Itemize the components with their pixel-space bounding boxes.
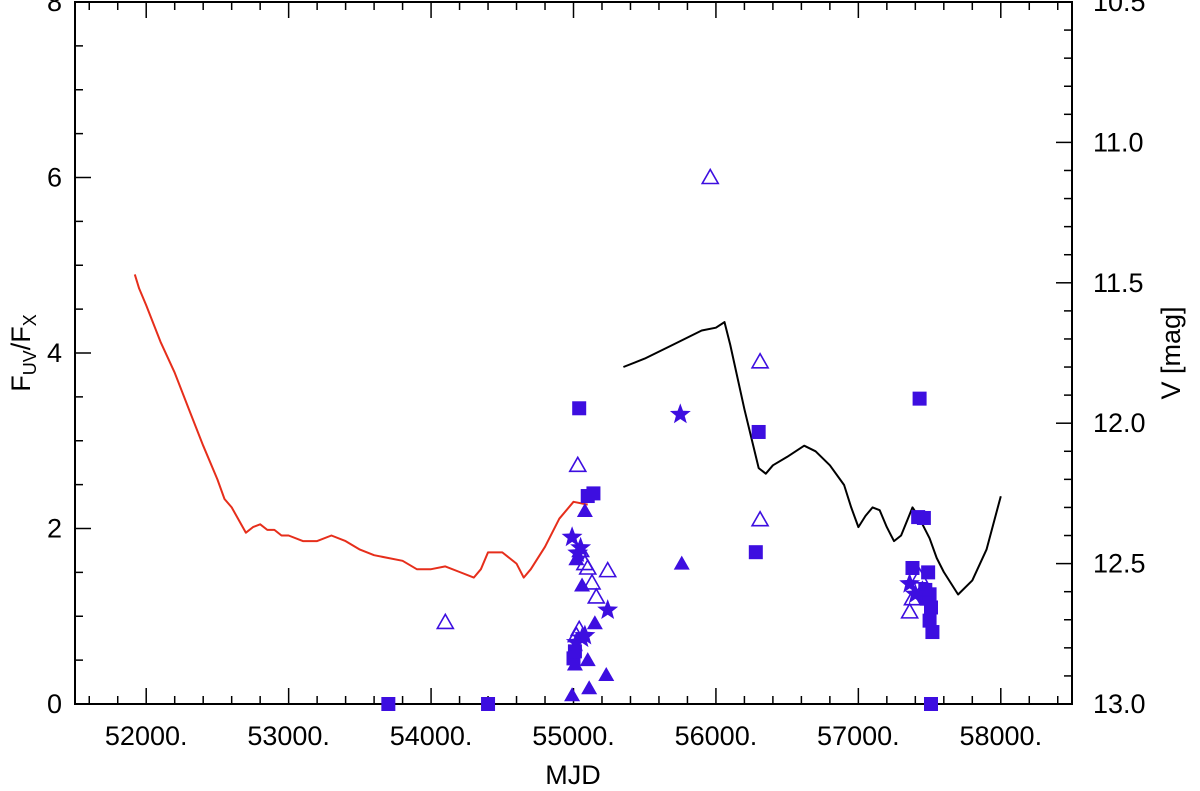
data-point-square <box>381 697 396 711</box>
data-point-triangle-filled <box>564 687 581 702</box>
x-tick-label: 58000. <box>959 721 1042 751</box>
data-point-square <box>925 625 940 640</box>
y-axis-title: FUV/FX <box>6 314 40 392</box>
v-mag-line-black <box>623 321 1002 596</box>
x-tick-label: 53000. <box>247 721 330 751</box>
y2-tick-label: 13.0 <box>1093 689 1146 719</box>
data-point-star <box>597 599 619 619</box>
y-axis-title-sub2: X <box>20 314 40 326</box>
data-point-star <box>669 403 691 424</box>
data-point-square <box>922 613 937 628</box>
data-point-square <box>921 565 936 580</box>
y2-axis-title: V [mag] <box>1156 306 1186 399</box>
chart-markers <box>381 167 940 711</box>
data-point-square <box>912 391 927 406</box>
y2-tick-label: 11.0 <box>1093 127 1144 157</box>
data-point-triangle-open <box>910 567 929 584</box>
data-point-square <box>748 545 763 560</box>
y-axis-title-sub1: UV <box>20 350 40 375</box>
y2-tick-label: 12.0 <box>1093 408 1146 438</box>
data-point-triangle-open <box>700 167 720 185</box>
data-point-star <box>904 583 926 604</box>
data-point-star <box>574 624 596 645</box>
data-point-triangle-filled <box>598 667 615 682</box>
data-point-triangle-open <box>598 561 618 578</box>
data-point-triangle-open <box>900 602 920 619</box>
data-point-triangle-open <box>582 573 602 590</box>
data-point-square <box>572 401 587 416</box>
data-point-star <box>570 536 592 557</box>
y-tick-label: 8 <box>47 0 62 17</box>
data-point-square <box>481 697 496 711</box>
data-point-square <box>586 486 601 501</box>
y-tick-label: 4 <box>47 338 62 368</box>
v-mag-line-red <box>133 274 588 579</box>
x-tick-label: 56000. <box>675 721 758 751</box>
data-point-triangle-filled <box>579 652 596 667</box>
data-point-triangle-open <box>750 510 770 527</box>
data-point-triangle-filled <box>581 680 598 695</box>
data-point-triangle-open <box>586 587 606 604</box>
data-point-square <box>923 600 938 615</box>
x-tick-label: 52000. <box>105 721 188 751</box>
chart-lines <box>133 274 1002 596</box>
data-point-square <box>916 510 931 525</box>
y-axis-ticks: 0 2 4 6 8 <box>47 0 91 719</box>
y-tick-label: 2 <box>47 514 62 544</box>
data-point-triangle-open <box>750 352 770 369</box>
data-point-triangle-open <box>578 558 598 575</box>
data-point-star <box>899 572 921 593</box>
data-point-triangle-open <box>568 455 588 473</box>
data-point-star <box>561 526 583 547</box>
y-tick-label: 0 <box>47 689 62 719</box>
y2-tick-label: 11.5 <box>1093 268 1144 298</box>
data-point-star <box>565 631 587 652</box>
y-tick-label: 6 <box>47 163 62 193</box>
data-point-triangle-filled <box>673 555 690 570</box>
y2-tick-label: 10.5 <box>1093 0 1146 17</box>
y-axis-title-mid: /F <box>6 326 36 350</box>
y2-tick-label: 12.5 <box>1093 549 1146 579</box>
data-point-square <box>905 560 920 575</box>
x-tick-label: 55000. <box>532 721 615 751</box>
data-point-triangle-open <box>435 612 455 630</box>
y2-axis-ticks: 10.5 11.0 11.5 12.0 12.5 13.0 <box>1056 0 1146 719</box>
x-tick-label: 57000. <box>817 721 900 751</box>
x-tick-label: 54000. <box>390 721 473 751</box>
x-axis-title: MJD <box>545 760 601 790</box>
data-point-triangle-filled <box>586 615 603 630</box>
data-point-triangle-filled <box>574 577 591 592</box>
data-point-triangle-filled <box>576 502 593 517</box>
x-axis-ticks: 52000. 53000. 54000. 55000. 56000. 57000. 5800… <box>88 2 1059 751</box>
data-point-triangle-open <box>913 580 932 597</box>
data-point-square <box>751 424 766 439</box>
y-axis-title-base: F <box>6 375 36 392</box>
data-point-square <box>923 697 938 711</box>
data-point-triangle-filled <box>566 656 583 671</box>
